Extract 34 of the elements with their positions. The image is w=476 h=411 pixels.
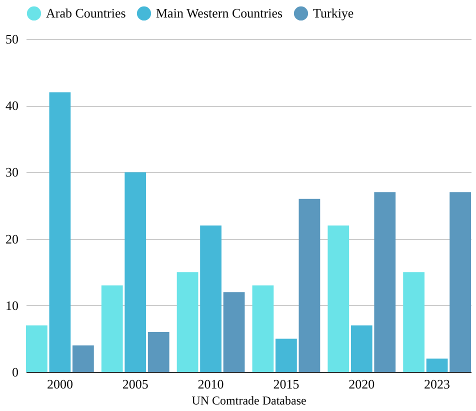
y-tick-label: 30	[6, 164, 18, 180]
bar	[101, 285, 123, 372]
bar	[450, 192, 471, 372]
bar	[252, 285, 274, 372]
bar	[49, 92, 71, 372]
bar	[72, 345, 94, 372]
x-axis-title: UN Comtrade Database	[192, 394, 306, 408]
bar	[350, 325, 372, 372]
bar	[276, 338, 297, 372]
legend-label: Turkiye	[313, 5, 354, 20]
bar	[403, 272, 425, 372]
bar	[298, 198, 320, 372]
x-tick-label: 2005	[122, 376, 148, 392]
y-tick-label: 50	[6, 32, 18, 46]
y-tick-label: 10	[6, 298, 18, 313]
y-tick-label: 0	[12, 364, 18, 380]
bar	[26, 325, 48, 372]
bar	[223, 292, 245, 372]
y-tick-label: 20	[6, 231, 18, 246]
x-tick-label: 2000	[46, 376, 73, 392]
bar	[124, 172, 146, 372]
y-tick-label: 40	[6, 98, 18, 114]
x-tick-label: 2023	[424, 376, 450, 392]
bar	[426, 358, 448, 372]
bar	[328, 225, 350, 372]
x-tick-label: 2015	[273, 376, 300, 392]
legend-label: Main Western Countries	[156, 5, 283, 20]
legend-label: Arab Countries	[46, 5, 126, 20]
bar	[374, 192, 396, 372]
x-tick-label: 2020	[348, 376, 375, 392]
bar	[200, 225, 222, 372]
bar	[176, 272, 198, 372]
bar	[148, 332, 170, 372]
x-tick-label: 2010	[198, 376, 224, 392]
